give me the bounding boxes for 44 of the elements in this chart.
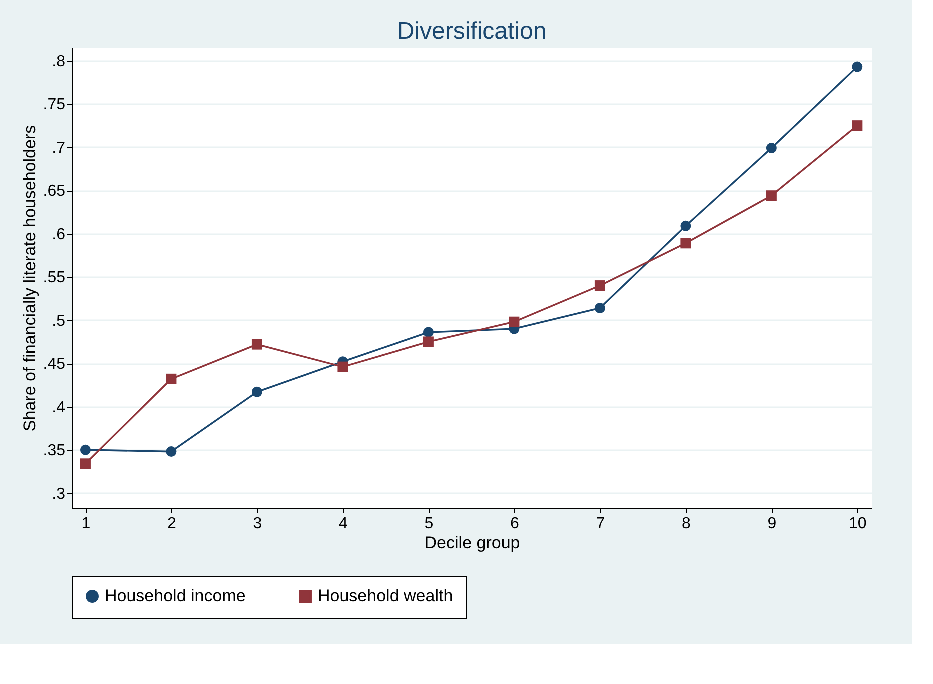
legend-label: Household income bbox=[105, 586, 246, 606]
point bbox=[166, 446, 177, 458]
point bbox=[594, 303, 606, 314]
point bbox=[680, 220, 692, 232]
point bbox=[852, 62, 863, 72]
y-tick-label: .55 bbox=[43, 270, 66, 287]
x-tick-label: 1 bbox=[82, 516, 91, 532]
point bbox=[852, 120, 863, 132]
point bbox=[80, 458, 91, 470]
y-tick-label: .4 bbox=[52, 399, 66, 416]
point bbox=[594, 280, 606, 292]
point bbox=[166, 374, 177, 384]
point bbox=[338, 362, 348, 372]
y-tick-label: .75 bbox=[43, 96, 66, 114]
point bbox=[80, 444, 91, 456]
y-tick-label: .5 bbox=[52, 312, 66, 330]
x-tick-label: 3 bbox=[253, 516, 262, 532]
y-tick-label: .65 bbox=[43, 183, 66, 200]
x-tick-label: 5 bbox=[424, 516, 434, 532]
x-tick-label: 2 bbox=[168, 516, 177, 532]
x-tick-label: 4 bbox=[339, 516, 348, 532]
y-tick-label: .35 bbox=[43, 442, 66, 460]
x-axis-title: Decile group bbox=[424, 534, 520, 552]
x-tick-label: 9 bbox=[768, 516, 777, 532]
point bbox=[252, 386, 262, 398]
point bbox=[680, 238, 692, 249]
x-tick-label: 8 bbox=[682, 516, 691, 532]
point bbox=[423, 336, 434, 348]
point bbox=[252, 339, 262, 350]
chart-title: Diversification bbox=[397, 18, 547, 45]
x-tick-label: 10 bbox=[849, 516, 867, 532]
y-tick-label: .7 bbox=[52, 140, 66, 157]
y-tick-label: .3 bbox=[52, 486, 66, 503]
y-tick-label: .6 bbox=[52, 226, 66, 244]
legend-label: Household wealth bbox=[318, 586, 454, 606]
point bbox=[509, 316, 520, 328]
y-axis-title: Share of financially literate householders bbox=[20, 125, 40, 432]
point bbox=[423, 327, 434, 338]
point bbox=[766, 190, 777, 202]
x-tick-label: 7 bbox=[596, 516, 606, 532]
y-tick-label: .8 bbox=[52, 53, 66, 70]
point bbox=[766, 143, 777, 154]
x-tick-label: 6 bbox=[510, 516, 520, 532]
y-tick-label: .45 bbox=[43, 356, 66, 374]
